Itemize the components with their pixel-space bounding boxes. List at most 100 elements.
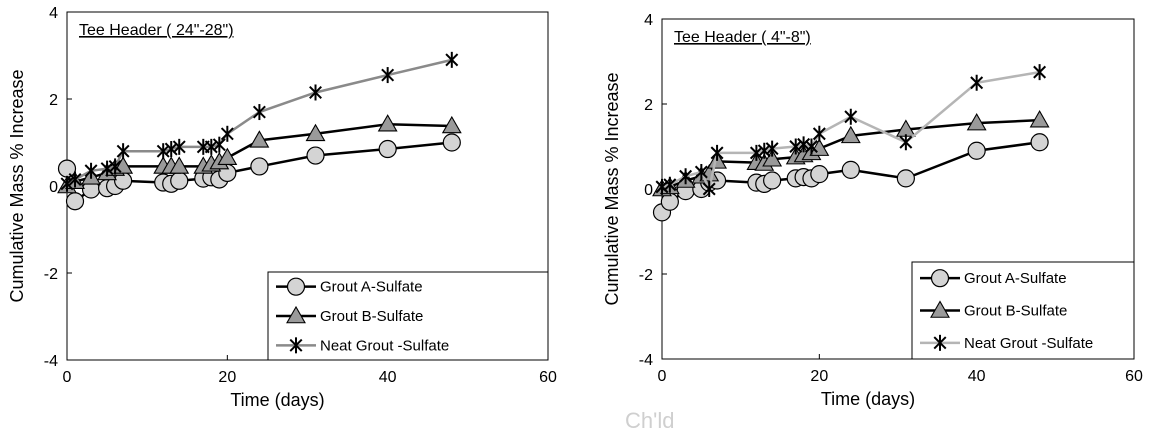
caption-fragment: Ch'ld bbox=[625, 408, 674, 432]
legend-swatch-marker bbox=[286, 305, 306, 324]
y-tick-label: 2 bbox=[49, 92, 58, 109]
series-1 bbox=[57, 133, 461, 211]
data-point bbox=[812, 125, 826, 142]
data-point bbox=[899, 134, 913, 151]
y-tick-label: -2 bbox=[44, 266, 58, 283]
data-point bbox=[702, 181, 716, 197]
data-point bbox=[377, 114, 398, 132]
data-point bbox=[694, 164, 708, 180]
legend-swatch-marker bbox=[930, 269, 950, 288]
data-point bbox=[68, 171, 82, 188]
data-point bbox=[169, 156, 190, 174]
data-point bbox=[306, 146, 325, 165]
data-point bbox=[220, 125, 234, 142]
data-point bbox=[65, 192, 85, 211]
y-axis-title: Cumulative Mass % Increase bbox=[7, 69, 27, 302]
legend-entry: Grout B-Sulfate bbox=[320, 308, 423, 325]
data-point bbox=[57, 159, 77, 178]
data-point bbox=[789, 138, 803, 155]
data-point bbox=[763, 171, 782, 190]
legend-entry: Grout A-Sulfate bbox=[320, 279, 423, 296]
data-point bbox=[757, 142, 771, 159]
data-point bbox=[204, 138, 218, 155]
data-point bbox=[172, 138, 186, 155]
data-point bbox=[250, 157, 269, 176]
y-axis-title: Cumulative Mass % Increase bbox=[602, 72, 622, 305]
x-tick-label: 40 bbox=[968, 368, 986, 385]
data-point bbox=[804, 138, 818, 155]
data-point bbox=[655, 178, 669, 195]
y-tick-label: 0 bbox=[49, 179, 58, 196]
data-point bbox=[442, 133, 461, 152]
data-point bbox=[100, 160, 114, 177]
series-3 bbox=[60, 51, 459, 192]
data-point bbox=[445, 51, 459, 68]
data-point bbox=[710, 144, 724, 161]
data-point bbox=[60, 175, 74, 192]
data-point bbox=[797, 136, 811, 153]
legend-swatch-marker bbox=[286, 277, 306, 296]
legend-swatch-marker bbox=[289, 337, 303, 354]
data-point bbox=[1029, 110, 1050, 128]
data-point bbox=[212, 136, 226, 153]
legend-entry: Neat Grout -Sulfate bbox=[964, 335, 1093, 352]
data-point bbox=[1033, 64, 1047, 81]
legend-entry: Grout B-Sulfate bbox=[964, 303, 1067, 320]
x-tick-label: 20 bbox=[218, 369, 236, 386]
data-point bbox=[1030, 133, 1049, 152]
legend-swatch-marker bbox=[933, 334, 947, 351]
data-point bbox=[378, 139, 397, 159]
data-point bbox=[896, 169, 915, 188]
x-tick-label: 0 bbox=[63, 369, 72, 386]
legend: Grout A-Sulfate Grout B-Sulfate Neat Grout… bbox=[267, 271, 549, 361]
data-point bbox=[844, 108, 858, 125]
data-point bbox=[217, 147, 238, 166]
y-tick-label: -2 bbox=[639, 267, 653, 284]
data-point bbox=[967, 141, 986, 160]
data-point bbox=[809, 138, 830, 156]
data-point bbox=[970, 74, 984, 91]
data-point bbox=[810, 165, 829, 184]
y-tick-label: -4 bbox=[639, 352, 653, 369]
series-3 bbox=[655, 64, 1047, 197]
x-axis-title: Time (days) bbox=[230, 390, 324, 410]
x-tick-label: 60 bbox=[1125, 368, 1143, 385]
legend: Grout A-Sulfate Grout B-Sulfate Neat Grout… bbox=[911, 261, 1135, 360]
data-point bbox=[305, 123, 326, 142]
data-point bbox=[762, 149, 783, 167]
data-point bbox=[252, 104, 266, 121]
data-point bbox=[679, 168, 693, 185]
legend-entry: Neat Grout -Sulfate bbox=[320, 337, 449, 354]
data-point bbox=[116, 143, 130, 160]
data-point bbox=[749, 144, 763, 161]
y-tick-label: 4 bbox=[644, 12, 653, 29]
data-point bbox=[84, 162, 98, 179]
data-point bbox=[966, 113, 987, 131]
data-point bbox=[249, 130, 270, 148]
data-point bbox=[840, 125, 861, 144]
x-tick-label: 60 bbox=[539, 369, 557, 386]
data-point bbox=[765, 140, 779, 157]
x-tick-label: 20 bbox=[810, 368, 828, 385]
chart-title: Tee Header ( 24"-28") bbox=[79, 22, 234, 39]
data-point bbox=[381, 67, 395, 84]
y-tick-label: 2 bbox=[644, 97, 653, 114]
data-point bbox=[170, 171, 189, 190]
data-point bbox=[841, 160, 860, 179]
x-tick-label: 0 bbox=[658, 368, 667, 385]
data-point bbox=[309, 84, 322, 101]
x-axis-title: Time (days) bbox=[821, 389, 915, 409]
y-tick-label: 4 bbox=[49, 5, 58, 22]
data-point bbox=[156, 143, 170, 160]
data-point bbox=[164, 141, 178, 158]
legend-swatch-marker bbox=[930, 300, 950, 318]
x-tick-label: 40 bbox=[379, 369, 397, 386]
y-tick-label: 0 bbox=[644, 182, 653, 199]
data-point bbox=[108, 158, 122, 175]
legend-entry: Grout A-Sulfate bbox=[964, 270, 1067, 287]
data-point bbox=[663, 176, 677, 193]
